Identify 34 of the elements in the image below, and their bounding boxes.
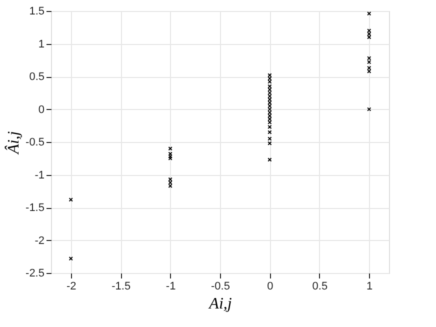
x-tick-label: -2 (66, 280, 76, 292)
y-tick-label: -1 (34, 169, 44, 182)
point (268, 141, 272, 146)
point (367, 107, 372, 112)
point (68, 256, 73, 261)
x-axis-title: Ai,j (208, 296, 232, 312)
point (367, 60, 372, 64)
point (268, 107, 272, 112)
point (268, 114, 272, 118)
y-tick-label: 0 (38, 104, 44, 116)
y-tick-label: -1.5 (26, 202, 44, 214)
point (367, 69, 372, 74)
x-tick-label: -1.5 (112, 280, 131, 292)
point (268, 158, 272, 162)
x-tick-label: 1 (366, 280, 373, 292)
y-tick-label: 1 (38, 38, 44, 50)
point (268, 120, 272, 124)
point (367, 66, 372, 70)
point (268, 136, 272, 141)
point (268, 84, 272, 88)
x-tick-label: 0 (267, 280, 274, 292)
point (168, 177, 172, 182)
y-axis-title: Âi,j (4, 130, 23, 155)
point (367, 32, 372, 36)
y-tick-label: 1.5 (29, 6, 44, 18)
x-tick-label: -1 (166, 280, 176, 292)
y-tick-label: -2.5 (26, 268, 44, 280)
x-tick-label: 0.5 (312, 280, 328, 292)
x-tick-label: -0.5 (211, 280, 230, 292)
y-tick-label: -0.5 (26, 136, 44, 148)
point (268, 130, 272, 134)
point (268, 80, 272, 84)
y-tick-label: 0.5 (29, 71, 44, 83)
y-tick-label: -2 (34, 234, 44, 247)
